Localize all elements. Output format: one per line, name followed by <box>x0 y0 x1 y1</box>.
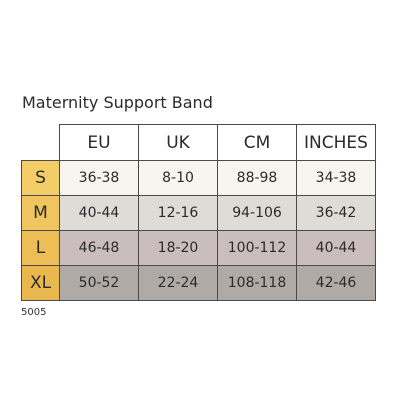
size-cell-cm: 88-98 <box>217 160 297 196</box>
size-cell-eu: 36-38 <box>59 160 139 196</box>
table-row: XL 50-52 22-24 108-118 42-46 <box>21 265 376 301</box>
size-chart-table: EU UK CM INCHES S 36-38 8-10 88-98 34-38 M 40-… <box>21 124 376 301</box>
size-cell-cm: 100-112 <box>217 230 297 266</box>
size-cell-eu: 46-48 <box>59 230 139 266</box>
size-cell-inches: 34-38 <box>296 160 376 196</box>
column-header-inches: INCHES <box>296 124 376 161</box>
page-title: Maternity Support Band <box>22 93 213 112</box>
size-label-l: L <box>21 230 60 266</box>
column-header-cm: CM <box>217 124 297 161</box>
size-cell-eu: 50-52 <box>59 265 139 301</box>
header-row: EU UK CM INCHES <box>21 124 376 161</box>
size-cell-eu: 40-44 <box>59 195 139 231</box>
product-code: 5005 <box>21 307 47 318</box>
corner-cell <box>21 124 60 161</box>
size-cell-inches: 40-44 <box>296 230 376 266</box>
size-label-m: M <box>21 195 60 231</box>
size-cell-inches: 42-46 <box>296 265 376 301</box>
size-cell-cm: 94-106 <box>217 195 297 231</box>
column-header-uk: UK <box>138 124 218 161</box>
size-label-xl: XL <box>21 265 60 301</box>
column-header-eu: EU <box>59 124 139 161</box>
size-cell-uk: 12-16 <box>138 195 218 231</box>
table-row: M 40-44 12-16 94-106 36-42 <box>21 195 376 231</box>
size-cell-uk: 22-24 <box>138 265 218 301</box>
size-cell-uk: 8-10 <box>138 160 218 196</box>
size-cell-cm: 108-118 <box>217 265 297 301</box>
table-row: L 46-48 18-20 100-112 40-44 <box>21 230 376 266</box>
table-row: S 36-38 8-10 88-98 34-38 <box>21 160 376 196</box>
size-cell-uk: 18-20 <box>138 230 218 266</box>
size-cell-inches: 36-42 <box>296 195 376 231</box>
size-label-s: S <box>21 160 60 196</box>
